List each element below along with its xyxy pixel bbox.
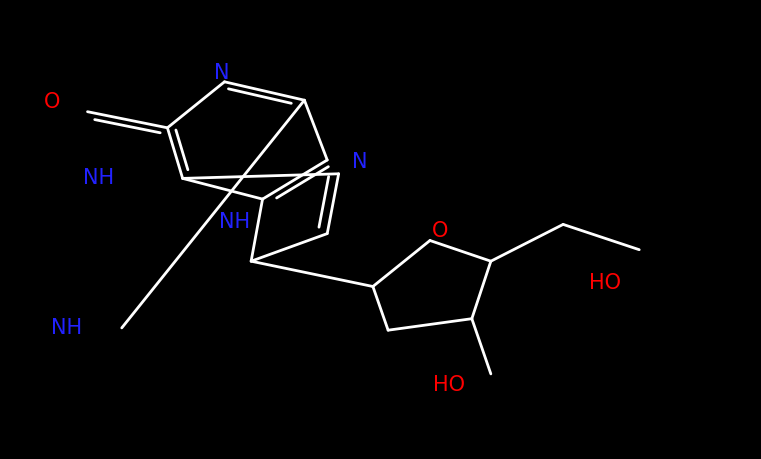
Text: HO: HO [433,375,465,395]
Text: N: N [352,151,367,172]
Text: O: O [43,92,60,112]
Text: NH: NH [84,168,114,188]
Text: N: N [215,62,230,83]
Text: NH: NH [219,211,250,231]
Text: NH: NH [52,317,82,337]
Text: O: O [431,221,448,241]
Text: HO: HO [589,272,621,292]
